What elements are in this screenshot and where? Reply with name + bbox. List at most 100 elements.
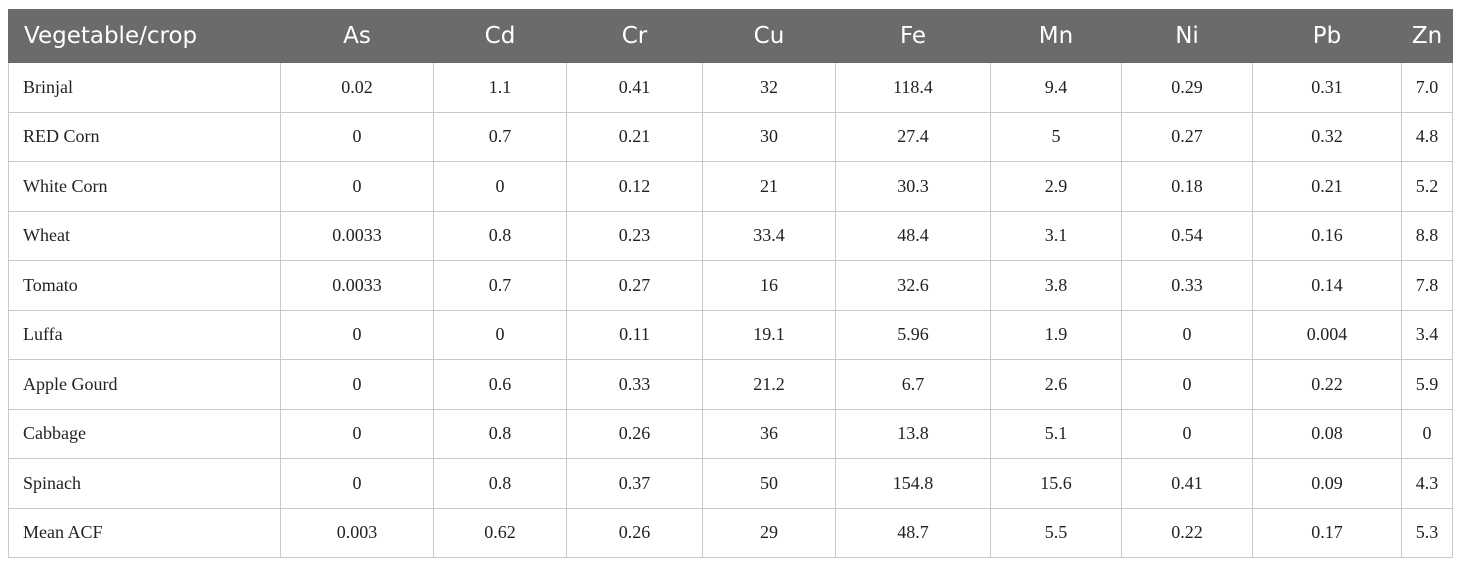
table-cell: 4.8 bbox=[1401, 111, 1453, 162]
row-label: White Corn bbox=[8, 161, 281, 212]
table-cell: 5.2 bbox=[1401, 161, 1453, 212]
table-cell: 2.6 bbox=[990, 359, 1122, 410]
table-cell: 0.41 bbox=[1121, 458, 1253, 509]
table-cell: 1.1 bbox=[433, 62, 567, 113]
table-cell: 4.3 bbox=[1401, 458, 1453, 509]
table-cell: 5.1 bbox=[990, 408, 1122, 459]
table-cell: 0 bbox=[280, 161, 434, 212]
row-label: Spinach bbox=[8, 458, 281, 509]
table-cell: 48.7 bbox=[835, 507, 991, 558]
table-cell: 0 bbox=[280, 309, 434, 360]
table-row: Luffa 0 0 0.11 19.1 5.96 1.9 0 0.004 3.4 bbox=[8, 309, 1453, 360]
table-row: Apple Gourd 0 0.6 0.33 21.2 6.7 2.6 0 0.22 5.9 bbox=[8, 359, 1453, 410]
table-cell: 5.3 bbox=[1401, 507, 1453, 558]
table-cell: 0.31 bbox=[1252, 62, 1402, 113]
table-cell: 21.2 bbox=[702, 359, 836, 410]
table-cell: 3.8 bbox=[990, 260, 1122, 311]
table-cell: 13.8 bbox=[835, 408, 991, 459]
data-table: Vegetable/crop As Cd Cr Cu Fe Mn Ni Pb Zn Brinjal… bbox=[8, 9, 1453, 558]
table-cell: 0.22 bbox=[1121, 507, 1253, 558]
table-cell: 19.1 bbox=[702, 309, 836, 360]
table-row: Mean ACF 0.003 0.62 0.26 29 48.7 5.5 0.22 0.17 5.… bbox=[8, 507, 1453, 558]
table-cell: 0.004 bbox=[1252, 309, 1402, 360]
table-cell: 0.8 bbox=[433, 408, 567, 459]
table-cell: 0.02 bbox=[280, 62, 434, 113]
table-cell: 5.5 bbox=[990, 507, 1122, 558]
table-cell: 0.26 bbox=[566, 408, 703, 459]
table-cell: 0.08 bbox=[1252, 408, 1402, 459]
table-cell: 0.27 bbox=[1121, 111, 1253, 162]
row-label: Brinjal bbox=[8, 62, 281, 113]
table-cell: 154.8 bbox=[835, 458, 991, 509]
table-cell: 0.33 bbox=[566, 359, 703, 410]
table-cell: 0.18 bbox=[1121, 161, 1253, 212]
table-body: Brinjal 0.02 1.1 0.41 32 118.4 9.4 0.29 0.31 7.0 R… bbox=[8, 62, 1453, 558]
table-cell: 0 bbox=[280, 408, 434, 459]
table-row: Cabbage 0 0.8 0.26 36 13.8 5.1 0 0.08 0 bbox=[8, 408, 1453, 459]
header-row: Vegetable/crop As Cd Cr Cu Fe Mn Ni Pb Zn bbox=[8, 9, 1453, 63]
table-cell: 0 bbox=[1121, 309, 1253, 360]
table-cell: 0.7 bbox=[433, 111, 567, 162]
table-cell: 0.21 bbox=[1252, 161, 1402, 212]
table-cell: 30.3 bbox=[835, 161, 991, 212]
column-header-mn: Mn bbox=[990, 9, 1122, 63]
table-cell: 0.09 bbox=[1252, 458, 1402, 509]
table-cell: 0.26 bbox=[566, 507, 703, 558]
table-cell: 0.11 bbox=[566, 309, 703, 360]
table-cell: 5 bbox=[990, 111, 1122, 162]
table-cell: 0.003 bbox=[280, 507, 434, 558]
table-cell: 50 bbox=[702, 458, 836, 509]
column-header-vegetable-crop: Vegetable/crop bbox=[8, 9, 281, 63]
row-label: Apple Gourd bbox=[8, 359, 281, 410]
table-row: RED Corn 0 0.7 0.21 30 27.4 5 0.27 0.32 4.8 bbox=[8, 111, 1453, 162]
table-cell: 6.7 bbox=[835, 359, 991, 410]
column-header-cr: Cr bbox=[566, 9, 703, 63]
table-cell: 0.23 bbox=[566, 210, 703, 261]
table-cell: 0.54 bbox=[1121, 210, 1253, 261]
column-header-cd: Cd bbox=[433, 9, 567, 63]
table-cell: 0 bbox=[280, 359, 434, 410]
table-cell: 0.14 bbox=[1252, 260, 1402, 311]
table-cell: 0.0033 bbox=[280, 210, 434, 261]
table-cell: 3.4 bbox=[1401, 309, 1453, 360]
table-cell: 0.21 bbox=[566, 111, 703, 162]
table-cell: 0.27 bbox=[566, 260, 703, 311]
table-cell: 3.1 bbox=[990, 210, 1122, 261]
table-cell: 36 bbox=[702, 408, 836, 459]
table-cell: 0 bbox=[433, 161, 567, 212]
table-cell: 118.4 bbox=[835, 62, 991, 113]
table-cell: 2.9 bbox=[990, 161, 1122, 212]
table-row: Wheat 0.0033 0.8 0.23 33.4 48.4 3.1 0.54 0.16 8.8 bbox=[8, 210, 1453, 261]
table-cell: 0 bbox=[280, 458, 434, 509]
table-cell: 27.4 bbox=[835, 111, 991, 162]
column-header-ni: Ni bbox=[1121, 9, 1253, 63]
row-label: Luffa bbox=[8, 309, 281, 360]
table-cell: 0.22 bbox=[1252, 359, 1402, 410]
table-cell: 29 bbox=[702, 507, 836, 558]
table-row: Spinach 0 0.8 0.37 50 154.8 15.6 0.41 0.09 4.3 bbox=[8, 458, 1453, 509]
table-row: White Corn 0 0 0.12 21 30.3 2.9 0.18 0.21 5.2 bbox=[8, 161, 1453, 212]
table-cell: 0.7 bbox=[433, 260, 567, 311]
row-label: Tomato bbox=[8, 260, 281, 311]
row-label: RED Corn bbox=[8, 111, 281, 162]
table-cell: 9.4 bbox=[990, 62, 1122, 113]
table-cell: 30 bbox=[702, 111, 836, 162]
column-header-as: As bbox=[280, 9, 434, 63]
column-header-fe: Fe bbox=[835, 9, 991, 63]
table-cell: 0.6 bbox=[433, 359, 567, 410]
table-cell: 0 bbox=[1121, 359, 1253, 410]
table-cell: 0.37 bbox=[566, 458, 703, 509]
table-cell: 0.29 bbox=[1121, 62, 1253, 113]
column-header-pb: Pb bbox=[1252, 9, 1402, 63]
table-cell: 0 bbox=[1401, 408, 1453, 459]
table-cell: 0.8 bbox=[433, 210, 567, 261]
table-cell: 0.33 bbox=[1121, 260, 1253, 311]
table-cell: 0.12 bbox=[566, 161, 703, 212]
table-cell: 0.41 bbox=[566, 62, 703, 113]
table-cell: 0.8 bbox=[433, 458, 567, 509]
table-cell: 32.6 bbox=[835, 260, 991, 311]
column-header-cu: Cu bbox=[702, 9, 836, 63]
table-cell: 0 bbox=[433, 309, 567, 360]
row-label: Mean ACF bbox=[8, 507, 281, 558]
table-cell: 48.4 bbox=[835, 210, 991, 261]
